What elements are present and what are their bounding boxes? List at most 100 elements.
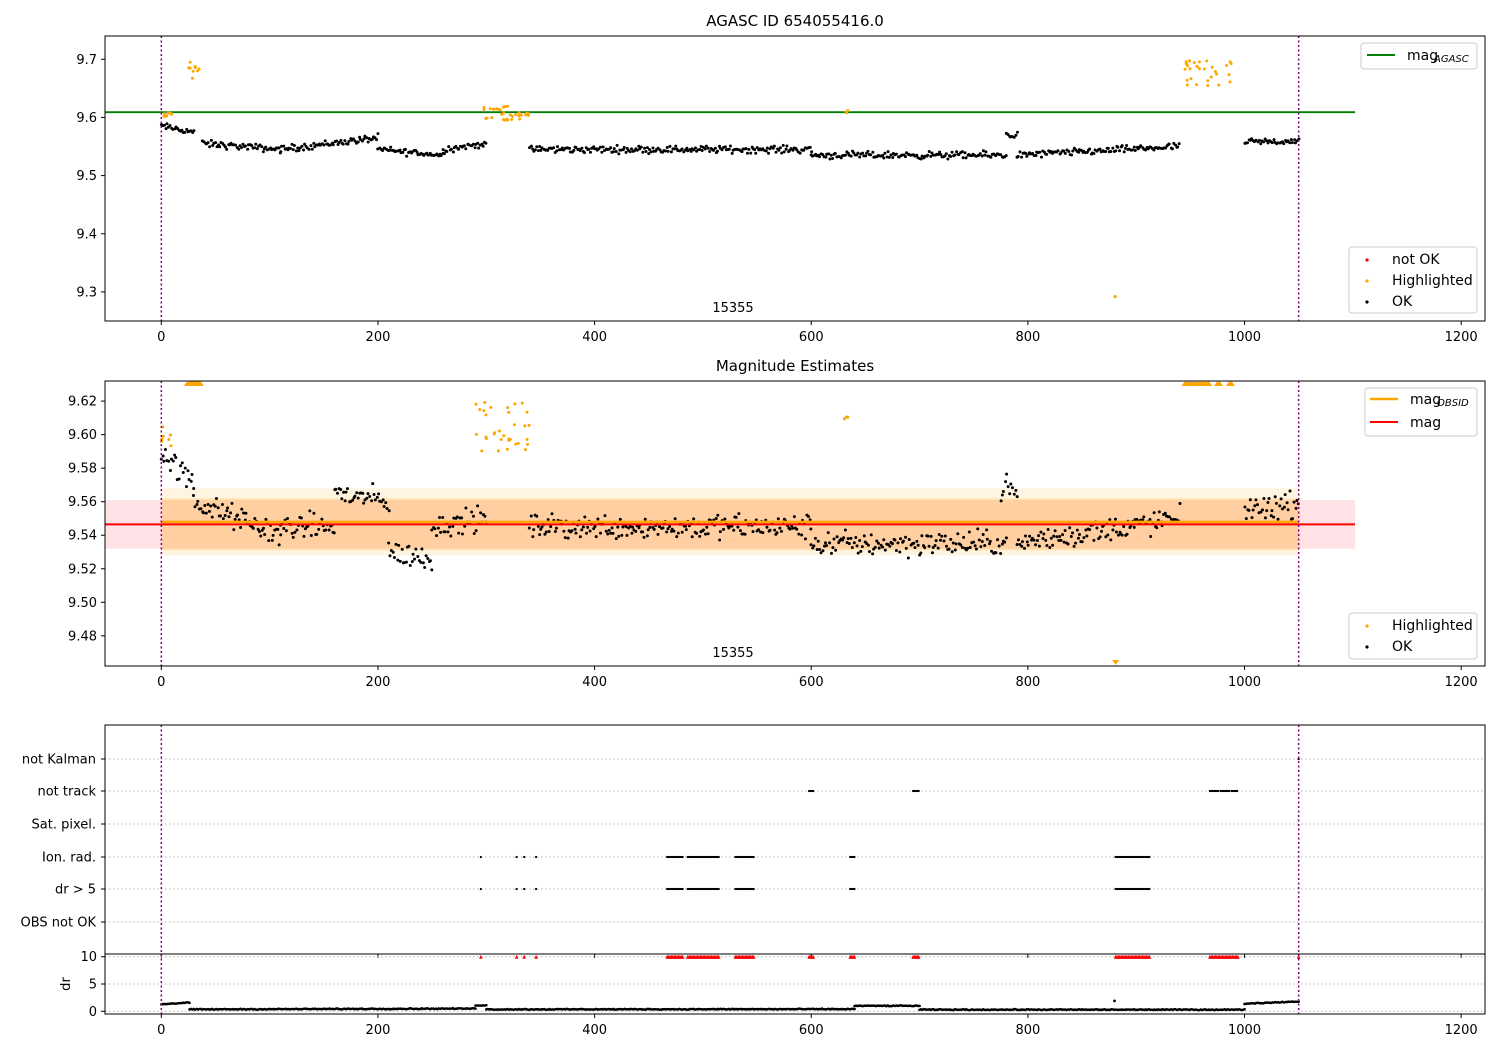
ok-point [471, 142, 475, 146]
ok-point [943, 534, 947, 538]
ok-point [312, 141, 316, 145]
ok-point [695, 531, 699, 535]
ok-point [648, 147, 652, 151]
ok-point [1006, 485, 1010, 489]
legend-dot-ok-2 [1365, 645, 1369, 649]
ok-point [271, 533, 275, 537]
ok-point [532, 528, 536, 532]
ok-point [950, 550, 954, 554]
ok-point [931, 153, 935, 157]
highlighted-point [511, 114, 515, 118]
ok-point [716, 513, 720, 517]
ok-point [1070, 153, 1074, 157]
ok-point [930, 151, 934, 155]
ok-point [740, 150, 744, 154]
ok-point [685, 146, 689, 150]
highlighted-point [1225, 64, 1229, 68]
ok-point [1276, 517, 1280, 521]
ok-point [279, 150, 283, 154]
panel1-legend-points: not OK Highlighted OK [1348, 246, 1478, 314]
ok-point [913, 546, 917, 550]
ok-point [673, 517, 677, 521]
ok-point [1003, 540, 1007, 544]
ok-point [843, 528, 847, 532]
ok-point [567, 146, 571, 150]
ok-point [1253, 504, 1257, 508]
ok-point [641, 530, 645, 534]
highlighted-point [483, 401, 487, 405]
ok-point [300, 144, 304, 148]
highlighted-point [1197, 60, 1201, 64]
ok-point [842, 536, 846, 540]
highlighted-point [525, 111, 529, 115]
ok-point [240, 507, 244, 511]
ok-point [1259, 510, 1263, 514]
flag-point [681, 887, 684, 891]
highlighted-point [1189, 77, 1193, 81]
ok-point [612, 150, 616, 154]
ok-point [1009, 482, 1013, 486]
ok-point [529, 514, 533, 518]
ok-point [407, 544, 411, 548]
ok-point [164, 127, 168, 131]
ok-point [295, 528, 299, 532]
ok-point [903, 155, 907, 159]
ok-point [574, 531, 578, 535]
ok-point [1114, 530, 1118, 534]
x-tick-label: 1000 [1228, 330, 1261, 345]
ok-point [169, 457, 173, 461]
panel1-legend-mag-agasc: mag AGASC [1360, 42, 1478, 70]
ok-point [381, 148, 385, 152]
flag-row-label: not Kalman [22, 753, 96, 768]
ok-point [1139, 144, 1143, 148]
ok-point [983, 153, 987, 157]
ok-point [351, 498, 355, 502]
ok-point [869, 153, 873, 157]
ok-point [1243, 505, 1247, 509]
ok-point [1085, 534, 1089, 538]
ok-point [481, 144, 485, 148]
ok-point [666, 527, 670, 531]
ok-point [761, 531, 765, 535]
ok-point [365, 136, 369, 140]
ok-point [807, 514, 811, 518]
ok-point [800, 533, 804, 537]
ok-point [988, 542, 992, 546]
ok-point [387, 541, 391, 545]
ok-point [193, 505, 197, 509]
ok-point [366, 492, 370, 496]
ok-point [999, 153, 1003, 157]
ok-point [220, 503, 224, 507]
ok-point [936, 152, 940, 156]
ok-point [981, 532, 985, 536]
ok-point [625, 533, 629, 537]
ok-point [377, 492, 381, 496]
dr-clipped-marker [716, 954, 721, 959]
dr-clipped-marker [1147, 954, 1152, 959]
ok-point [637, 144, 641, 148]
ok-point [1034, 153, 1038, 157]
highlighted-point [1227, 73, 1231, 77]
ok-point [365, 496, 369, 500]
ok-point [339, 138, 343, 142]
ok-point [967, 530, 971, 534]
ok-point [230, 501, 234, 505]
highlighted-point [525, 437, 529, 441]
ok-point [239, 526, 243, 530]
ok-point [889, 153, 893, 157]
highlighted-point [518, 117, 522, 121]
ok-point [973, 544, 977, 548]
ok-point [284, 529, 288, 533]
ok-point [292, 144, 296, 148]
ok-point [562, 529, 566, 533]
y-tick-label: 0 [89, 1005, 97, 1020]
ok-point [455, 515, 459, 519]
ok-point [408, 563, 412, 567]
highlighted-point [1202, 67, 1206, 71]
highlighted-point [506, 118, 510, 122]
ok-point [976, 527, 980, 531]
ok-point [999, 499, 1003, 503]
highlighted-point [507, 438, 511, 442]
highlighted-point [499, 437, 503, 441]
ok-point [1000, 542, 1004, 546]
